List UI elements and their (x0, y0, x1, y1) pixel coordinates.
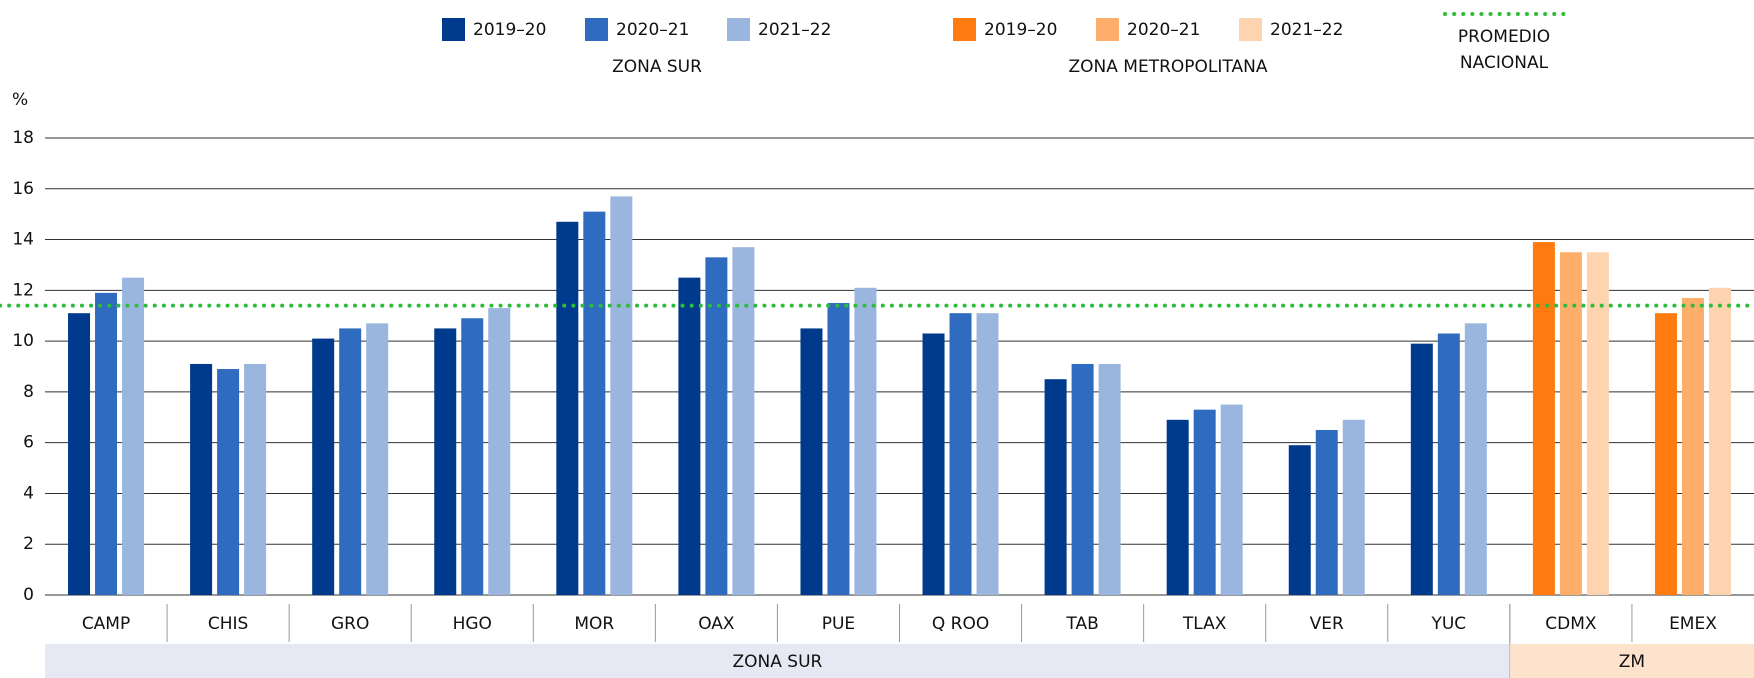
y-tick-label: 10 (12, 331, 34, 351)
bar (95, 292, 118, 595)
bar (217, 369, 240, 595)
bar (1410, 343, 1433, 595)
zone-band-label: ZONA SUR (733, 652, 823, 672)
bar (800, 328, 823, 595)
legend-swatch (953, 18, 976, 41)
zone-band (1509, 644, 1754, 678)
zone-band (45, 644, 1510, 678)
bar (1437, 333, 1460, 595)
x-tick-label: CDMX (1545, 614, 1597, 634)
bar (1342, 419, 1365, 595)
bar (1708, 287, 1731, 595)
bar (190, 363, 213, 595)
x-tick-label: HGO (453, 614, 492, 634)
bar (68, 313, 91, 595)
x-tick-label: EMEX (1669, 614, 1717, 634)
y-tick-label: 18 (12, 128, 34, 148)
x-tick-label: CHIS (208, 614, 248, 634)
legend-group-label: ZONA SUR (612, 57, 702, 77)
x-tick-label: TLAX (1182, 614, 1227, 634)
bar (1654, 313, 1677, 595)
y-tick-label: 16 (12, 179, 34, 199)
bar (244, 363, 267, 595)
bar (610, 196, 633, 595)
y-tick-label: 6 (23, 433, 34, 453)
legend-label: 2021–22 (1270, 20, 1343, 40)
bar (1071, 363, 1094, 595)
bar (922, 333, 945, 595)
x-tick-label: VER (1310, 614, 1344, 634)
bar (1559, 252, 1582, 595)
bar (1220, 404, 1243, 595)
x-tick-label: YUC (1430, 614, 1466, 634)
bar (339, 328, 362, 595)
bar (1288, 445, 1311, 595)
bar (705, 257, 728, 595)
bar (556, 221, 579, 596)
legend-swatch (1096, 18, 1119, 41)
legend-average-label: NACIONAL (1460, 53, 1549, 73)
bar (732, 247, 755, 595)
y-tick-label: 2 (23, 534, 34, 554)
legend-group-label: ZONA METROPOLITANA (1069, 57, 1268, 77)
y-tick-label: 8 (23, 382, 34, 402)
bar (488, 308, 511, 595)
legend-average-label: PROMEDIO (1458, 27, 1550, 47)
x-tick-label: Q ROO (932, 614, 989, 634)
legend-swatch (585, 18, 608, 41)
x-tick-label: GRO (331, 614, 369, 634)
x-tick-label: CAMP (82, 614, 130, 634)
y-tick-label: 0 (23, 585, 34, 605)
legend-swatch (1239, 18, 1262, 41)
bar (122, 277, 145, 595)
bar (854, 287, 877, 595)
bar (434, 328, 457, 595)
y-tick-label: 14 (12, 230, 34, 250)
legend-label: 2021–22 (758, 20, 831, 40)
x-tick-label: OAX (698, 614, 735, 634)
x-tick-label: PUE (822, 614, 855, 634)
y-tick-label: 12 (12, 280, 34, 300)
bar (1315, 429, 1338, 595)
y-unit: % (12, 90, 28, 110)
bar (1586, 252, 1609, 595)
legend-swatch (727, 18, 750, 41)
bar (583, 211, 606, 595)
zone-band-label: ZM (1619, 652, 1645, 672)
legend-label: 2019–20 (473, 20, 546, 40)
legend-label: 2019–20 (984, 20, 1057, 40)
bar (976, 313, 999, 595)
legend-label: 2020–21 (616, 20, 689, 40)
bar (461, 318, 484, 595)
legend-swatch (442, 18, 465, 41)
legend-label: 2020–21 (1127, 20, 1200, 40)
bar (1098, 363, 1121, 595)
bar (949, 313, 972, 595)
bar (827, 303, 850, 595)
bar (1044, 379, 1067, 595)
bar (1193, 409, 1216, 595)
bar (1681, 297, 1704, 595)
bar (1464, 323, 1487, 595)
bar (1532, 242, 1555, 595)
bar (366, 323, 389, 595)
bar (678, 277, 701, 595)
bar (1166, 419, 1189, 595)
y-tick-label: 4 (23, 483, 34, 503)
bar (312, 338, 335, 595)
x-tick-label: TAB (1065, 614, 1098, 634)
x-tick-label: MOR (574, 614, 614, 634)
